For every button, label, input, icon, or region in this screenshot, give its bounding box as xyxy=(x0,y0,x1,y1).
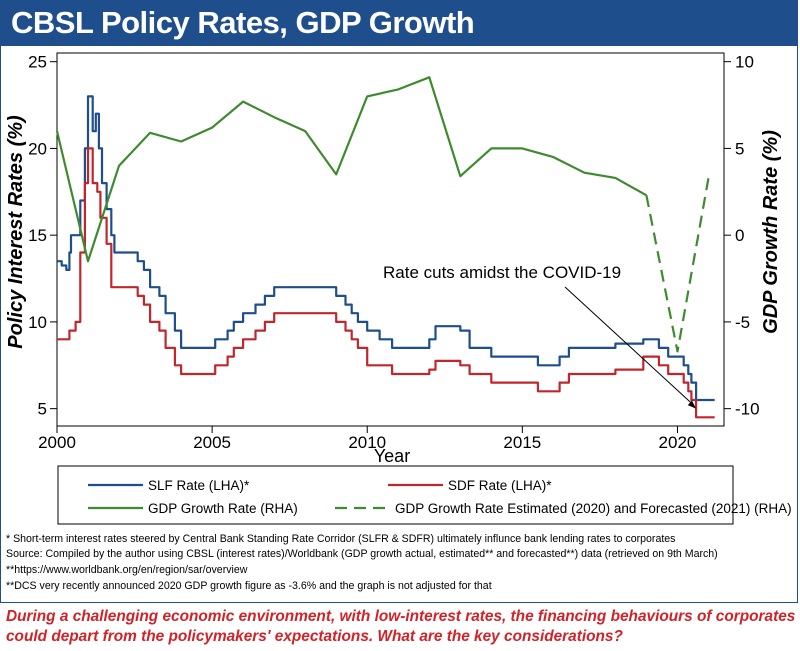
sdf-rate-line xyxy=(57,147,715,419)
right-tick-label: 0 xyxy=(735,226,744,245)
legend-label: GDP Growth Rate Estimated (2020) and For… xyxy=(395,501,792,516)
footnote-1: * Short-term interest rates steered by C… xyxy=(6,533,676,545)
x-tick-label: 2020 xyxy=(659,433,697,452)
left-tick-label: 20 xyxy=(28,139,47,158)
chart: 2000 2005 2010 2015 2020 5 10 15 20 25 -10 -5 0 5 10 Y… xyxy=(5,52,792,525)
legend xyxy=(57,465,734,525)
right-tick-label: -10 xyxy=(735,400,760,419)
left-tick-label: 10 xyxy=(28,313,47,332)
gdp-growth-line xyxy=(55,76,647,263)
gdp-growth-forecast-line xyxy=(645,177,710,353)
legend-label: GDP Growth Rate (RHA) xyxy=(148,501,298,516)
footnote-source: Source: Compiled by the author using CBS… xyxy=(6,548,718,560)
left-tick-label: 15 xyxy=(28,226,47,245)
annotation-arrow xyxy=(564,286,694,406)
footnote-url: **https://www.worldbank.org/en/region/sa… xyxy=(6,564,248,576)
x-tick-label: 2010 xyxy=(348,433,386,452)
x-tick-label: 2000 xyxy=(38,433,76,452)
covid-annotation: Rate cuts amidst the COVID-19 xyxy=(383,263,621,282)
right-tick-label: 5 xyxy=(735,139,744,158)
page-title: CBSL Policy Rates, GDP Growth xyxy=(11,5,475,40)
right-tick-label: -5 xyxy=(735,313,750,332)
left-axis-title: Policy Interest Rates (%) xyxy=(5,115,27,349)
plot-area xyxy=(56,52,725,427)
left-tick-label: 5 xyxy=(38,400,47,419)
right-axis-title: GDP Growth Rate (%) xyxy=(760,130,782,334)
x-axis-title: Year xyxy=(374,446,410,466)
slf-rate-line xyxy=(57,95,715,402)
left-tick-label: 25 xyxy=(28,53,47,72)
legend-label: SDF Rate (LHA)* xyxy=(448,478,552,493)
annotation-arrowhead xyxy=(687,400,697,409)
right-tick-label: 10 xyxy=(735,53,754,72)
legend-label: SLF Rate (LHA)* xyxy=(148,478,250,493)
chart-frame xyxy=(0,0,798,603)
footnote-dcs: **DCS very recently announced 2020 GDP g… xyxy=(6,580,492,592)
x-tick-label: 2005 xyxy=(193,433,231,452)
caption: During a challenging economic environmen… xyxy=(6,608,796,645)
x-tick-label: 2015 xyxy=(503,433,541,452)
title-bar: CBSL Policy Rates, GDP Growth xyxy=(1,1,797,46)
